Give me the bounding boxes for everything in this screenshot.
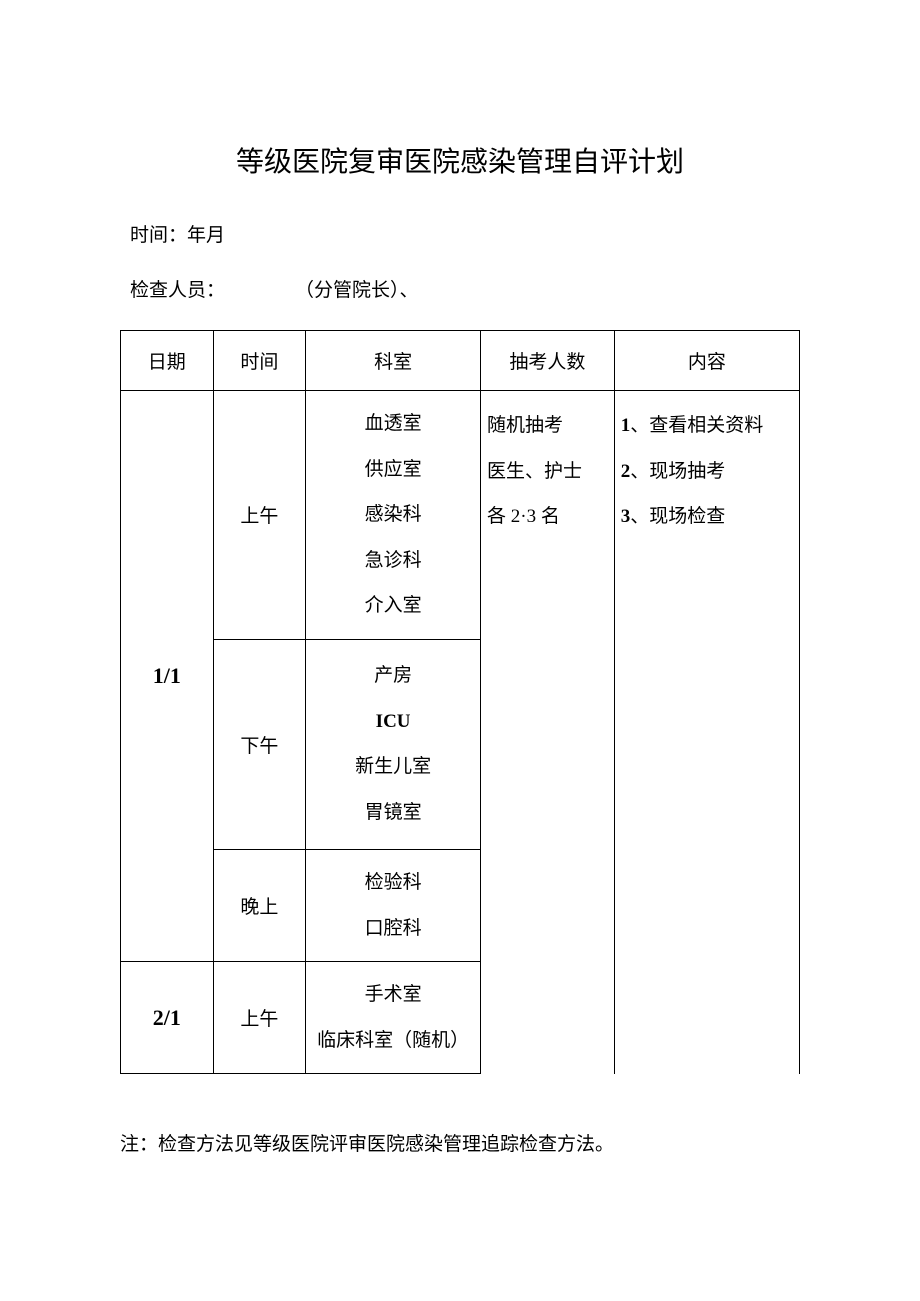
dept-item: 手术室 [365, 972, 422, 1018]
header-dept: 科室 [306, 331, 481, 391]
dept-item: 介入室 [365, 583, 422, 629]
table-header-row: 日期 时间 科室 抽考人数 内容 [121, 331, 800, 391]
dept-item: 感染科 [365, 492, 422, 538]
header-content: 内容 [614, 331, 799, 391]
dept-item: 临床科室（随机） [317, 1018, 469, 1064]
header-date: 日期 [121, 331, 214, 391]
dept-cell: 血透室 供应室 感染科 急诊科 介入室 [306, 391, 481, 640]
header-count: 抽考人数 [481, 331, 615, 391]
time-cell: 晚上 [213, 849, 306, 961]
time-cell: 下午 [213, 639, 306, 849]
dept-item: 口腔科 [365, 906, 422, 952]
content-cell: 1、查看相关资料 2、现场抽考 3、现场检查 [614, 391, 799, 1074]
content-line: 2、现场抽考 [621, 449, 793, 495]
time-cell: 上午 [213, 391, 306, 640]
footnote: 注：检查方法见等级医院评审医院感染管理追踪检查方法。 [120, 1129, 800, 1156]
dept-item: 供应室 [365, 447, 422, 493]
dept-item: 血透室 [365, 401, 422, 447]
content-line: 3、现场检查 [621, 494, 793, 540]
count-line: 各 2·3 名 [487, 494, 608, 540]
inspector-meta: 检查人员： （分管院长）、 [120, 275, 800, 302]
dept-item: ICU [376, 699, 411, 745]
inspector-role: （分管院长）、 [295, 280, 419, 301]
time-cell: 上午 [213, 962, 306, 1074]
dept-cell: 产房 ICU 新生儿室 胃镜室 [306, 639, 481, 849]
content-line: 1、查看相关资料 [621, 403, 793, 449]
count-line: 随机抽考 [487, 403, 608, 449]
time-meta: 时间：年月 [120, 220, 800, 247]
dept-item: 新生儿室 [355, 744, 431, 790]
header-time: 时间 [213, 331, 306, 391]
dept-item: 检验科 [365, 860, 422, 906]
count-line: 医生、护士 [487, 449, 608, 495]
dept-item: 产房 [374, 653, 412, 699]
date-cell-1: 1/1 [121, 391, 214, 962]
table-row: 1/1 上午 血透室 供应室 感染科 急诊科 介入室 随机抽考 医生、护士 各 … [121, 391, 800, 640]
dept-item: 急诊科 [365, 538, 422, 584]
document-title: 等级医院复审医院感染管理自评计划 [120, 140, 800, 180]
count-cell: 随机抽考 医生、护士 各 2·3 名 [481, 391, 615, 1074]
dept-cell: 检验科 口腔科 [306, 849, 481, 961]
schedule-table: 日期 时间 科室 抽考人数 内容 1/1 上午 血透室 供应室 感染科 急诊科 … [120, 330, 800, 1074]
dept-cell: 手术室 临床科室（随机） [306, 962, 481, 1074]
inspector-label: 检查人员： [130, 280, 225, 301]
date-cell-2: 2/1 [121, 962, 214, 1074]
dept-item: 胃镜室 [365, 790, 422, 836]
